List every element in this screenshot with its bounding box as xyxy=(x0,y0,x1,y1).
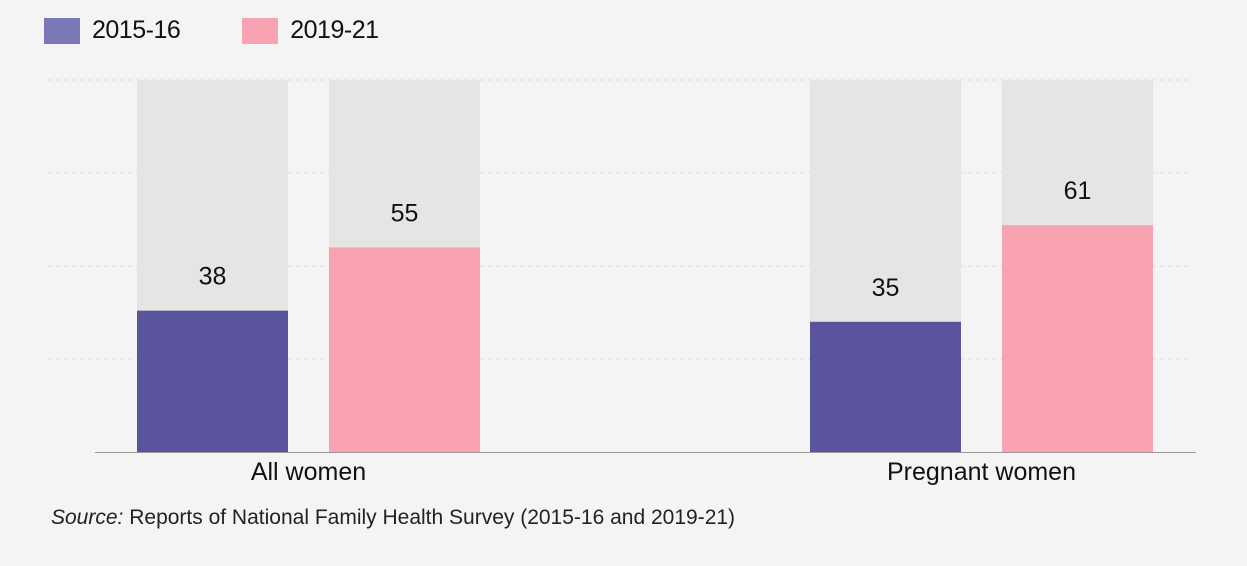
bar-chart: 38 55 All women 35 61 Pregnant women xyxy=(48,79,1196,486)
category-label: All women xyxy=(251,458,366,486)
bar xyxy=(137,310,288,452)
data-label: 55 xyxy=(391,199,419,227)
legend: 2015-16 2019-21 xyxy=(44,16,441,45)
source-label: Source: xyxy=(51,506,124,529)
legend-item-2015-16: 2015-16 xyxy=(44,16,181,45)
data-label: 38 xyxy=(199,263,227,291)
legend-swatch-2015-16 xyxy=(44,17,80,44)
legend-item-2019-21: 2019-21 xyxy=(242,16,379,45)
source-text: Reports of National Family Health Survey… xyxy=(129,506,736,529)
category-label: Pregnant women xyxy=(887,458,1076,486)
data-label: 35 xyxy=(872,274,900,302)
source-note: Source: Reports of National Family Healt… xyxy=(51,506,735,530)
data-label: 61 xyxy=(1064,177,1092,205)
legend-swatch-2019-21 xyxy=(242,17,279,44)
bar xyxy=(1002,225,1153,452)
legend-label-2019-21: 2019-21 xyxy=(290,16,379,44)
bar xyxy=(810,321,961,452)
bar xyxy=(329,247,480,452)
legend-label-2015-16: 2015-16 xyxy=(92,16,181,44)
